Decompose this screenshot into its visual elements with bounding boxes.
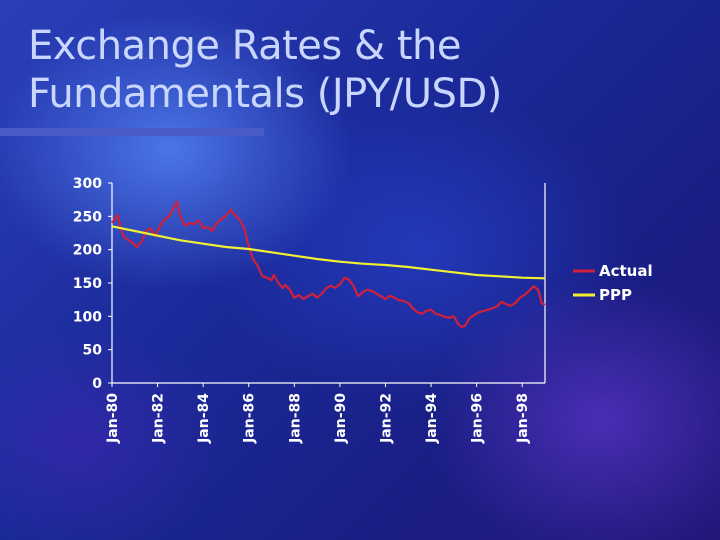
slide-title-line-2: Fundamentals (JPY/USD) [28,71,502,117]
x-tick-label: Jan-92 [378,393,394,444]
slide-title: Exchange Rates & the Fundamentals (JPY/U… [28,22,502,118]
y-axis-tick-labels: 0 50 100 150 200 250 300 [73,176,102,392]
y-tick-label: 150 [73,276,102,292]
x-tick-label: Jan-96 [470,393,486,444]
y-tick-label: 300 [73,176,102,192]
y-tick-label: 200 [73,243,102,259]
slide-title-line-1: Exchange Rates & the [28,23,461,69]
chart-axes [108,182,546,387]
y-tick-label: 0 [92,376,102,392]
chart-series [111,200,546,329]
x-tick-label: Jan-82 [151,393,167,444]
y-tick-label: 100 [73,309,102,325]
y-tick-label: 50 [83,343,103,359]
x-tick-label: Jan-94 [424,393,440,444]
series-line-ppp [111,225,546,280]
legend-label-actual: Actual [599,262,653,280]
x-axis-tick-labels: Jan-80 Jan-82 Jan-84 Jan-86 Jan-88 Jan-90 Jan-… [105,393,531,444]
x-tick-label: Jan-98 [515,393,531,444]
x-tick-label: Jan-80 [105,393,121,444]
x-tick-label: Jan-88 [287,393,303,444]
x-tick-label: Jan-84 [196,393,212,444]
title-underline-bar [0,128,264,136]
x-tick-label: Jan-90 [333,393,349,444]
legend-label-ppp: PPP [599,286,632,304]
series-line-actual [111,200,546,329]
y-tick-label: 250 [73,209,102,225]
chart-legend: Actual PPP [573,262,653,304]
x-tick-label: Jan-86 [242,393,258,444]
